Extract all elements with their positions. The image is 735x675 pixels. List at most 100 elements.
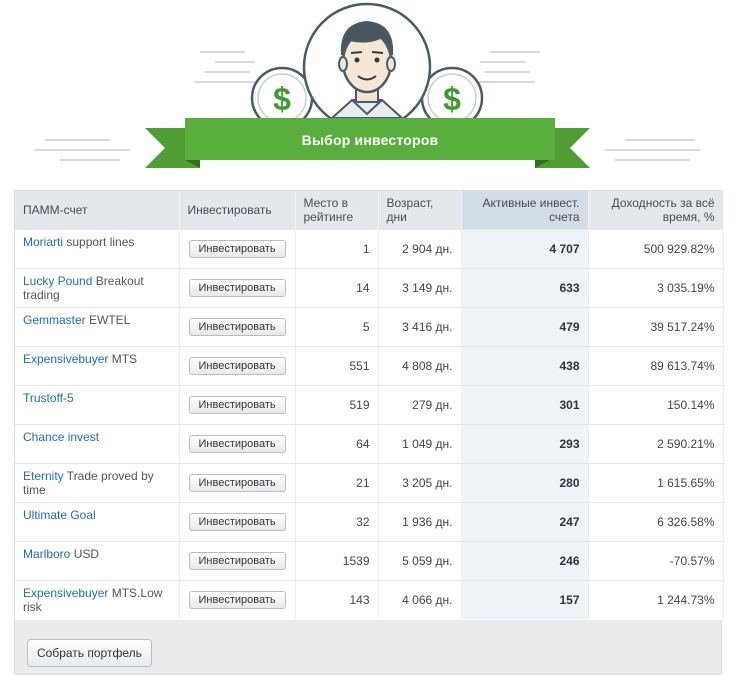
pamm-table-container: ПАММ-счет Инвестировать Место в рейтинге… <box>14 190 724 619</box>
header-illustration: $ $ <box>35 2 700 168</box>
account-cell: Trustoff-5 <box>15 385 180 425</box>
invest-cell: Инвестировать <box>179 307 296 347</box>
invest-cell: Инвестировать <box>179 268 296 308</box>
invest-cell: Инвестировать <box>179 385 296 425</box>
dollar-coin-icon-left: $ <box>250 66 314 130</box>
svg-text:$: $ <box>443 81 461 117</box>
account-subtitle: MTS.Low risk <box>23 586 163 614</box>
table-row: Chance invest Инвестировать 64 1 049 дн. 293… <box>15 424 724 464</box>
invest-cell: Инвестировать <box>179 229 296 269</box>
invest-button[interactable]: Инвестировать <box>188 240 286 258</box>
yield-cell: 1 244.73% <box>588 580 724 619</box>
yield-cell: 500 929.82% <box>588 229 724 269</box>
header-yield[interactable]: Доходность за всё время, % <box>588 191 724 230</box>
rank-cell: 21 <box>295 463 379 503</box>
svg-text:$: $ <box>273 81 291 117</box>
account-cell: Chance invest <box>15 424 180 464</box>
table-row: Trustoff-5 Инвестировать 519 279 дн. 301 150.… <box>15 385 724 425</box>
account-cell: Lucky Pound Breakout trading <box>15 268 180 308</box>
yield-cell: 3 035.19% <box>588 268 724 308</box>
header-age[interactable]: Возраст, дни <box>378 191 462 230</box>
account-name-link[interactable]: Lucky Pound <box>23 274 93 288</box>
table-row: Eternity Trade proved by time Инвестирова… <box>15 463 724 503</box>
pamm-table: ПАММ-счет Инвестировать Место в рейтинге… <box>15 191 724 619</box>
age-cell: 1 936 дн. <box>378 502 462 542</box>
age-cell: 3 205 дн. <box>378 463 462 503</box>
table-row: Expensivebuyer MTS Инвестировать 551 4 808 … <box>15 346 724 386</box>
invest-button[interactable]: Инвестировать <box>188 435 286 453</box>
account-name-link[interactable]: Moriarti <box>23 235 64 249</box>
invest-cell: Инвестировать <box>179 580 296 619</box>
table-row: Lucky Pound Breakout trading Инвестироват… <box>15 268 724 308</box>
invest-cell: Инвестировать <box>179 424 296 464</box>
account-cell: Expensivebuyer MTS <box>15 346 180 386</box>
account-name-link[interactable]: Chance invest <box>23 430 100 444</box>
age-cell: 3 416 дн. <box>378 307 462 347</box>
active-accounts-cell: 4 707 <box>461 229 589 269</box>
investor-avatar-icon <box>302 2 432 132</box>
table-row: Ultimate Goal Инвестировать 32 1 936 дн. 247… <box>15 502 724 542</box>
rank-cell: 143 <box>295 580 379 619</box>
account-subtitle: MTS <box>108 352 138 366</box>
yield-cell: 6 326.58% <box>588 502 724 542</box>
build-portfolio-button[interactable]: Собрать портфель <box>27 639 152 667</box>
invest-cell: Инвестировать <box>179 541 296 581</box>
age-cell: 4 066 дн. <box>378 580 462 619</box>
account-cell: Ultimate Goal <box>15 502 180 542</box>
rank-cell: 519 <box>295 385 379 425</box>
table-row: Gemmaster EWTEL Инвестировать 5 3 416 дн. 47… <box>15 307 724 347</box>
header-rank[interactable]: Место в рейтинге <box>295 191 379 230</box>
account-name-link[interactable]: Gemmaster <box>23 313 86 327</box>
rank-cell: 14 <box>295 268 379 308</box>
invest-button[interactable]: Инвестировать <box>188 396 286 414</box>
rank-cell: 5 <box>295 307 379 347</box>
header-account[interactable]: ПАММ-счет <box>15 191 180 230</box>
account-name-link[interactable]: Expensivebuyer <box>23 352 109 366</box>
account-name-link[interactable]: Ultimate Goal <box>23 508 96 522</box>
table-row: Expensivebuyer MTS.Low risk Инвестировать… <box>15 580 724 619</box>
account-name-link[interactable]: Expensivebuyer <box>23 586 109 600</box>
invest-button[interactable]: Инвестировать <box>188 318 286 336</box>
yield-cell: -70.57% <box>588 541 724 581</box>
page-title: Выбор инвесторов <box>301 132 439 148</box>
invest-button[interactable]: Инвестировать <box>188 474 286 492</box>
invest-button[interactable]: Инвестировать <box>188 552 286 570</box>
yield-cell: 89 613.74% <box>588 346 724 386</box>
table-row: Marlboro USD Инвестировать 1539 5 059 дн. 24… <box>15 541 724 581</box>
invest-cell: Инвестировать <box>179 463 296 503</box>
account-name-link[interactable]: Trustoff-5 <box>23 391 74 405</box>
invest-cell: Инвестировать <box>179 502 296 542</box>
header-active-accounts[interactable]: Активные инвест. счета <box>461 191 589 230</box>
account-subtitle: Breakout trading <box>23 274 144 302</box>
account-cell: Gemmaster EWTEL <box>15 307 180 347</box>
invest-button[interactable]: Инвестировать <box>188 357 286 375</box>
account-subtitle: EWTEL <box>85 313 131 327</box>
age-cell: 1 049 дн. <box>378 424 462 464</box>
invest-button[interactable]: Инвестировать <box>188 279 286 297</box>
invest-button[interactable]: Инвестировать <box>188 513 286 531</box>
age-cell: 4 808 дн. <box>378 346 462 386</box>
active-accounts-cell: 633 <box>461 268 589 308</box>
table-header-row: ПАММ-счет Инвестировать Место в рейтинге… <box>15 191 724 230</box>
table-row: Moriarti support lines Инвестировать 1 2 90… <box>15 229 724 269</box>
account-cell: Eternity Trade proved by time <box>15 463 180 503</box>
account-cell: Marlboro USD <box>15 541 180 581</box>
account-cell: Expensivebuyer MTS.Low risk <box>15 580 180 619</box>
account-name-link[interactable]: Marlboro <box>23 547 71 561</box>
age-cell: 279 дн. <box>378 385 462 425</box>
header-invest: Инвестировать <box>179 191 296 230</box>
invest-button[interactable]: Инвестировать <box>188 591 286 609</box>
active-accounts-cell: 479 <box>461 307 589 347</box>
account-subtitle: USD <box>70 547 100 561</box>
yield-cell: 2 590.21% <box>588 424 724 464</box>
rank-cell: 64 <box>295 424 379 464</box>
decor-lines-right <box>475 51 700 161</box>
decor-lines-left <box>35 51 255 161</box>
account-name-link[interactable]: Eternity <box>23 469 64 483</box>
account-subtitle: support lines <box>63 235 135 249</box>
active-accounts-cell: 157 <box>461 580 589 619</box>
banner-ribbon <box>145 118 590 168</box>
invest-cell: Инвестировать <box>179 346 296 386</box>
active-accounts-cell: 301 <box>461 385 589 425</box>
rank-cell: 1539 <box>295 541 379 581</box>
